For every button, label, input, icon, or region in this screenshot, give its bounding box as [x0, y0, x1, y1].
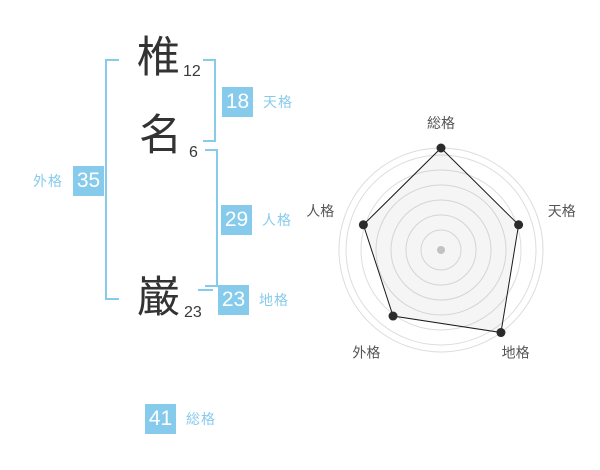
- tenkaku-bracket: [203, 59, 216, 142]
- radar-data-point: [358, 220, 368, 230]
- soukaku-label: 総格: [186, 411, 216, 427]
- tenkaku-value: 18: [225, 90, 250, 113]
- soukaku-value: 41: [148, 407, 173, 430]
- radar-data-point: [514, 220, 524, 230]
- jinkaku-row: 29 人格: [221, 205, 292, 235]
- gaikaku-value-box: 35: [73, 166, 104, 196]
- radar-axis-label: 地格: [502, 345, 530, 361]
- gaikaku-value: 35: [76, 169, 101, 192]
- radar-grid-ring: [375, 184, 507, 316]
- surname-char-2: 名: [139, 111, 182, 161]
- tenkaku-label: 天格: [263, 94, 293, 110]
- chikaku-row: 23 地格: [218, 285, 289, 315]
- soukaku-value-box: 41: [145, 404, 176, 434]
- radar-grid-ring: [390, 199, 492, 301]
- radar-grid-ring: [345, 154, 537, 346]
- chikaku-value-box: 23: [218, 285, 249, 315]
- surname-char-2-strokes: 6: [189, 144, 198, 161]
- radar-data-point: [496, 328, 506, 338]
- radar-axis-label: 外格: [352, 345, 380, 361]
- given-char-1: 巌: [137, 273, 180, 323]
- gaikaku-bracket: [105, 59, 119, 300]
- radar-grid-ring: [420, 229, 462, 271]
- chikaku-label: 地格: [259, 292, 289, 308]
- radar-data-point: [436, 143, 446, 153]
- radar-axis-label: 人格: [306, 203, 334, 219]
- chikaku-dash: [198, 289, 213, 291]
- gaikaku-label: 外格: [33, 173, 63, 189]
- soukaku-row: 41 総格: [145, 404, 216, 434]
- chikaku-value: 23: [221, 288, 246, 311]
- radar-grid-ring: [360, 169, 522, 331]
- radar-data-point: [388, 311, 398, 321]
- jinkaku-value-box: 29: [221, 205, 252, 235]
- radar-center-dot: [437, 246, 445, 254]
- jinkaku-label: 人格: [262, 212, 292, 228]
- jinkaku-bracket: [205, 149, 218, 287]
- radar-grid-ring: [405, 214, 477, 286]
- surname-char-1: 椎: [137, 33, 180, 83]
- radar-data-polygon: [362, 147, 520, 334]
- jinkaku-value: 29: [224, 208, 249, 231]
- radar-axis-label: 天格: [548, 203, 576, 219]
- tenkaku-row: 18 天格: [222, 87, 293, 117]
- radar-axis-label: 総格: [427, 115, 455, 131]
- surname-char-1-strokes: 12: [183, 63, 201, 80]
- gaikaku-row: 外格 35: [33, 166, 104, 196]
- given-char-1-strokes: 23: [184, 304, 202, 321]
- tenkaku-value-box: 18: [222, 87, 253, 117]
